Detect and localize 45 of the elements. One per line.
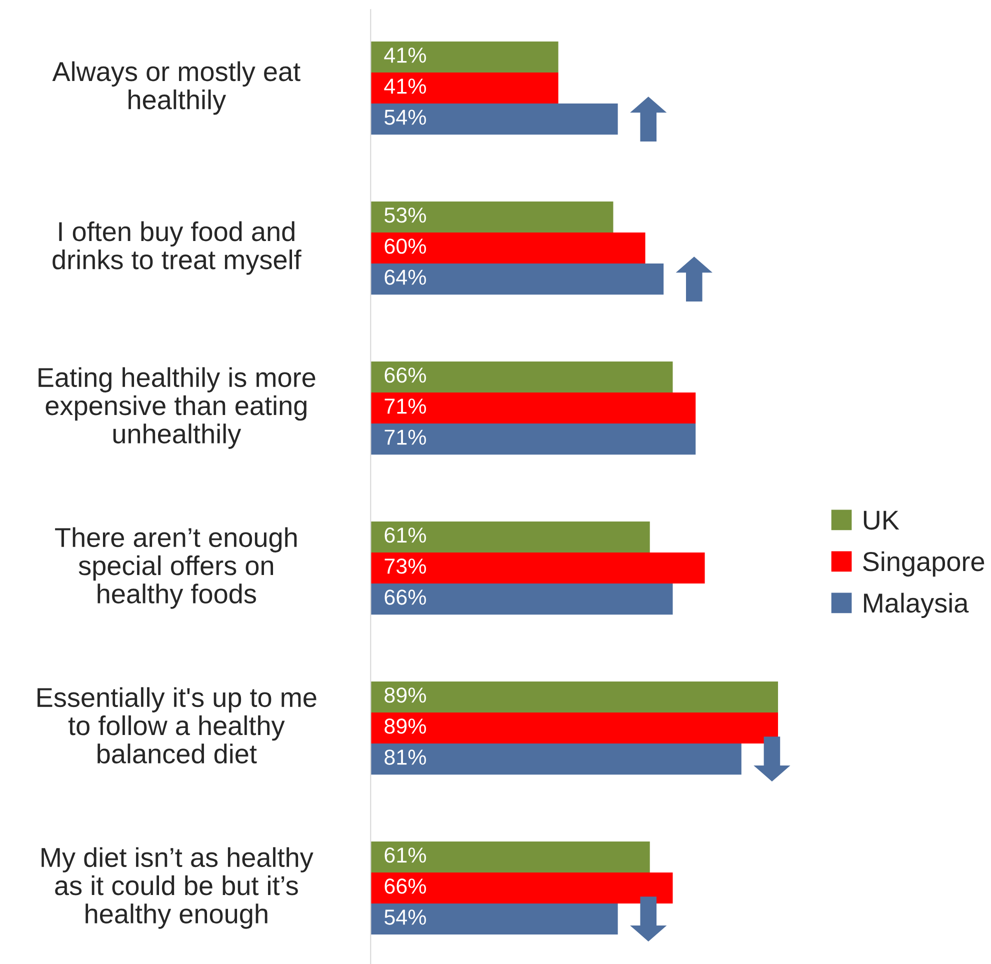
y-tick-label: Eating healthily is more expensive than eating unhealthily [38,367,316,449]
bar [370,361,673,393]
data-label: 54% [384,110,426,125]
data-label: 41% [384,78,426,94]
bar [370,264,664,295]
y-tick-label: My diet isn’t as healthy as it could be but it’s healthy enough [42,847,314,929]
data-label: 60% [384,238,426,254]
bar [370,584,673,615]
legend-label: UK [864,510,900,530]
data-label: 53% [384,208,426,223]
data-label: 41% [384,48,426,63]
data-label: 81% [384,750,426,765]
data-label: 61% [384,528,426,543]
y-tick-label: I often buy food and drinks to treat myself [52,221,302,275]
data-label: 66% [384,590,426,605]
data-label: 73% [384,558,426,574]
bar [370,904,618,935]
bar [370,744,742,775]
bar [370,521,650,552]
data-label: 89% [384,688,426,703]
legend-label: Singapore [863,551,984,577]
data-label: 61% [384,848,426,863]
bar [370,41,558,73]
data-label: 89% [384,718,426,734]
bar [370,872,673,904]
data-label: 71% [384,430,426,445]
data-label: 66% [384,368,426,383]
bar [370,712,778,744]
y-tick-label: Essentially it's up to me to follow a healthy balanced diet [38,687,316,764]
data-label: 54% [384,910,426,925]
y-tick-label: There aren’t enough special offers on healthy foods [55,527,297,609]
data-label: 71% [384,398,426,414]
y-tick-label: Always or mostly eat healthily [52,61,300,115]
bar [370,841,650,872]
bar [370,201,614,233]
bar [370,424,696,455]
legend-label: Malaysia [864,592,969,618]
data-label: 66% [384,878,426,894]
data-label: 64% [384,270,426,285]
bar [370,72,558,104]
bar [370,232,646,264]
bar [370,104,618,135]
bar [370,681,778,712]
bar [370,392,696,424]
bar [370,552,705,584]
